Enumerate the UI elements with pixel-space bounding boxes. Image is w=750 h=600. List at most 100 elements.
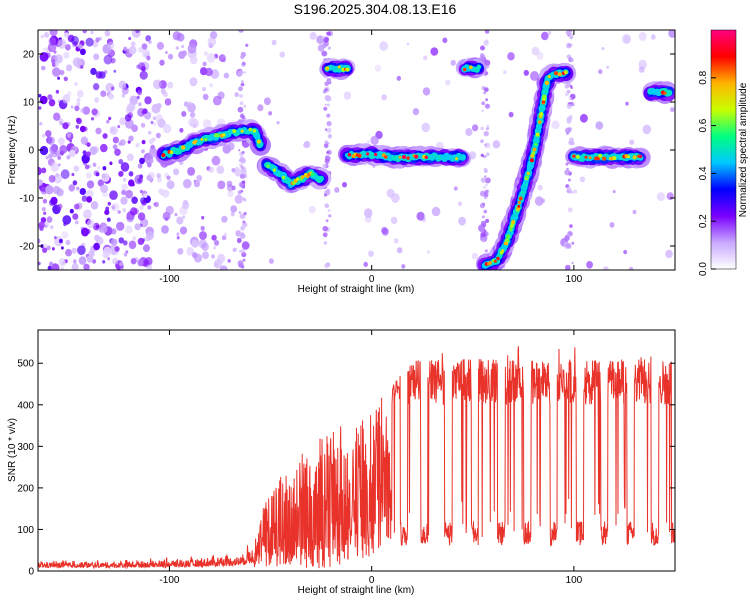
- noise-blob: [94, 97, 100, 103]
- noise-blob: [90, 117, 95, 121]
- noise-blob: [90, 201, 99, 210]
- streak-dot: [326, 31, 331, 36]
- ridge-segment-7: [565, 145, 651, 169]
- streak-dot: [481, 221, 484, 225]
- streak-dot: [324, 203, 330, 208]
- noise-blob: [536, 51, 544, 60]
- noise-blob: [100, 143, 108, 153]
- streak-dot: [481, 101, 486, 106]
- ridge-cell: [272, 168, 276, 172]
- noise-blob: [58, 258, 67, 267]
- noise-blob: [95, 127, 102, 135]
- noise-blob: [178, 51, 186, 59]
- streak-dot: [322, 225, 329, 232]
- noise-blob: [123, 252, 128, 257]
- ridge-segment-5: [455, 57, 487, 79]
- noise-blob: [586, 261, 593, 269]
- noise-blob: [192, 252, 198, 259]
- noise-blob: [54, 236, 64, 247]
- noise-blob: [111, 238, 118, 246]
- noise-blob: [227, 142, 235, 151]
- noise-blob: [155, 132, 161, 139]
- noise-blob: [622, 34, 631, 44]
- streak-dot: [323, 41, 328, 47]
- noise-blob: [131, 196, 138, 204]
- noise-blob: [187, 167, 196, 176]
- noise-blob: [66, 155, 71, 160]
- noise-blob: [121, 189, 127, 196]
- ridge-cell: [511, 220, 516, 224]
- noise-blob: [364, 208, 373, 218]
- streak-dot: [486, 124, 490, 128]
- noise-blob: [43, 47, 46, 51]
- streak-dot: [237, 106, 244, 113]
- noise-blob: [92, 82, 100, 91]
- streak-dot: [484, 30, 490, 34]
- ridge-cell: [506, 234, 511, 239]
- streak-dot: [324, 94, 331, 101]
- noise-blob: [86, 172, 92, 179]
- noise-blob: [201, 242, 209, 251]
- noise-blob: [122, 208, 126, 213]
- noise-blob: [50, 225, 54, 230]
- noise-blob: [612, 190, 616, 194]
- colorbar-tick-label: 0.8: [698, 70, 709, 84]
- noise-blob: [153, 79, 162, 90]
- noise-blob: [83, 263, 90, 270]
- noise-blob: [60, 267, 65, 270]
- noise-blob: [423, 55, 428, 61]
- y-tick-label: 0: [28, 146, 34, 157]
- noise-blob: [137, 89, 143, 96]
- ridge-cell: [200, 137, 204, 141]
- streak-dot: [323, 241, 328, 245]
- noise-blob: [62, 94, 71, 104]
- noise-blob: [51, 247, 55, 251]
- streak-dot: [239, 114, 244, 118]
- noise-blob: [97, 179, 105, 187]
- noise-blob: [54, 54, 63, 64]
- noise-blob: [603, 266, 609, 270]
- noise-blob: [342, 181, 347, 188]
- noise-blob: [65, 239, 71, 246]
- noise-blob: [123, 46, 128, 52]
- noise-blob: [119, 139, 126, 146]
- noise-blob: [70, 105, 74, 109]
- noise-blob: [38, 261, 41, 266]
- noise-blob: [232, 247, 237, 253]
- noise-blob: [367, 140, 370, 144]
- streak-dot: [241, 252, 247, 258]
- noise-blob: [92, 146, 100, 154]
- ridge-segment-2: [256, 156, 332, 194]
- streak-dot: [322, 232, 328, 238]
- noise-blob: [148, 138, 154, 145]
- ridge-cell: [572, 154, 576, 158]
- noise-blob: [279, 51, 286, 58]
- noise-blob: [49, 145, 57, 154]
- noise-blob: [130, 258, 137, 265]
- noise-blob: [64, 32, 69, 38]
- noise-blob: [134, 223, 141, 231]
- noise-blob: [40, 34, 45, 39]
- noise-blob: [84, 164, 90, 170]
- noise-blob: [147, 162, 152, 168]
- streak-dot: [322, 163, 327, 169]
- noise-blob: [39, 52, 49, 62]
- snr-panel: -100 0 100 0 100 200 300 400 500 Height of stra…: [7, 329, 676, 596]
- noise-blob: [208, 166, 214, 173]
- noise-blob: [142, 108, 148, 114]
- ridge-cell: [544, 80, 550, 86]
- snr-series-line: [38, 346, 675, 570]
- noise-blob: [38, 238, 41, 244]
- noise-blob: [108, 116, 112, 121]
- ridge-cell: [525, 175, 530, 180]
- noise-blob: [431, 206, 441, 217]
- noise-blob: [211, 234, 217, 241]
- noise-blob: [257, 104, 264, 112]
- noise-blob: [206, 53, 216, 63]
- noise-blob: [107, 201, 112, 206]
- noise-blob: [71, 172, 75, 177]
- noise-blob: [52, 185, 61, 195]
- noise-blob: [161, 225, 169, 234]
- ridge-cell: [638, 154, 643, 159]
- streak-dot: [479, 203, 485, 209]
